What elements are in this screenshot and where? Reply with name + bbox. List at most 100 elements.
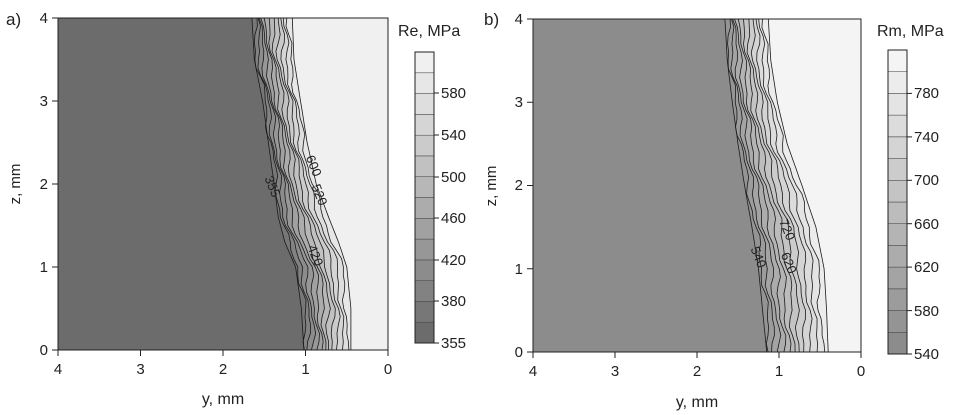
colorbar-swatch xyxy=(887,136,908,159)
colorbar-swatch xyxy=(414,238,435,261)
contour-line xyxy=(251,17,305,351)
contour-band xyxy=(533,19,767,352)
y-tick-label: 4 xyxy=(40,10,48,27)
colorbar-swatch xyxy=(887,201,908,224)
x-tick-label: 4 xyxy=(54,361,62,378)
colorbar-swatch xyxy=(887,288,908,311)
contour-band xyxy=(58,18,304,350)
y-axis: 0 1 2 3 4 z, mm xyxy=(7,10,58,359)
colorbar-tick-label: 620 xyxy=(914,259,939,276)
x-tick-label: 0 xyxy=(384,361,392,378)
colorbar-ticks: 540 580 620 660 700 740 780 xyxy=(907,85,939,363)
contour-line xyxy=(268,17,327,351)
colorbar-swatch xyxy=(887,114,908,138)
panel-label: b) xyxy=(484,10,499,29)
colorbar-tick-label: 500 xyxy=(441,169,466,186)
colorbar-swatch xyxy=(414,259,435,281)
y-tick-label: 3 xyxy=(515,94,523,111)
colorbar-swatch xyxy=(887,223,908,246)
x-tick-label: 1 xyxy=(775,363,783,380)
y-tick-label: 2 xyxy=(40,176,48,193)
contour-line xyxy=(260,17,320,351)
y-tick-label: 0 xyxy=(515,344,523,361)
contour-line xyxy=(727,18,770,353)
y-axis-label: z, mm xyxy=(483,166,500,207)
colorbar-swatches xyxy=(414,51,435,344)
colorbar-tick-label: 380 xyxy=(441,293,466,310)
colorbar-tick-label: 420 xyxy=(441,252,466,269)
colorbar-swatches xyxy=(887,49,908,355)
contour-line xyxy=(263,17,324,351)
contour-line xyxy=(724,18,768,353)
colorbar-swatch xyxy=(414,93,435,115)
colorbar-swatch xyxy=(887,266,908,290)
x-tick-label: 0 xyxy=(857,363,865,380)
y-tick-label: 3 xyxy=(40,93,48,110)
colorbar-swatch xyxy=(414,197,435,219)
contour-line xyxy=(737,18,792,353)
contour-line xyxy=(750,18,807,353)
panel-label: a) xyxy=(6,10,21,29)
contour-line xyxy=(291,17,352,350)
colorbar-swatch xyxy=(887,245,908,268)
contour-line xyxy=(755,18,813,353)
colorbar-swatch xyxy=(414,134,435,157)
y-tick-label: 4 xyxy=(515,11,523,28)
contour-line xyxy=(258,17,317,351)
colorbar-swatch xyxy=(887,180,908,203)
x-axis: 4 3 2 1 0 y, mm xyxy=(529,352,865,411)
colorbar-swatch xyxy=(887,93,908,116)
y-tick-label: 2 xyxy=(515,177,523,194)
contour-line xyxy=(734,18,787,353)
contour-line xyxy=(280,17,341,351)
contour-line xyxy=(767,18,829,353)
colorbar: Rm, MPa 540 580 620 660 700 740 780 xyxy=(877,23,944,363)
colorbar-swatch xyxy=(414,218,435,240)
contour-line xyxy=(253,17,307,351)
colorbar-ticks: 355 380 420 460 500 540 580 xyxy=(434,85,466,352)
x-tick-label: 4 xyxy=(529,363,537,380)
colorbar-swatch xyxy=(414,72,435,94)
contour-line xyxy=(746,18,800,353)
colorbar-tick-label: 580 xyxy=(441,85,466,102)
colorbar-tick-label: 355 xyxy=(441,335,466,352)
colorbar-tick-label: 580 xyxy=(914,303,939,320)
colorbar-swatch xyxy=(414,280,435,302)
y-axis-label: z, mm xyxy=(7,164,24,205)
x-tick-label: 3 xyxy=(136,361,144,378)
y-tick-label: 1 xyxy=(515,261,523,278)
colorbar-tick-label: 740 xyxy=(914,129,939,146)
contour-line xyxy=(275,17,336,351)
colorbar-swatch xyxy=(887,310,908,333)
colorbar-swatch xyxy=(414,176,435,198)
colorbar-swatch xyxy=(414,51,435,74)
colorbar-swatch xyxy=(887,71,908,94)
colorbar-tick-label: 540 xyxy=(441,127,466,144)
contour-line xyxy=(743,18,796,353)
x-tick-label: 2 xyxy=(219,361,227,378)
colorbar-tick-label: 660 xyxy=(914,216,939,233)
colorbar-swatch xyxy=(414,114,435,136)
colorbar-swatch xyxy=(414,155,435,177)
colorbar-tick-label: 780 xyxy=(914,85,939,102)
colorbar-frame xyxy=(414,51,435,344)
y-tick-label: 0 xyxy=(40,342,48,359)
colorbar-tick-label: 540 xyxy=(914,346,939,363)
colorbar-title: Re, MPa xyxy=(398,23,460,40)
y-tick-label: 1 xyxy=(40,259,48,276)
colorbar-swatch xyxy=(887,49,908,72)
contour-line xyxy=(761,18,826,353)
x-tick-label: 2 xyxy=(693,363,701,380)
x-axis-label: y, mm xyxy=(202,391,244,408)
colorbar-swatch xyxy=(414,301,435,323)
colorbar-tick-label: 460 xyxy=(441,210,466,227)
contour-line xyxy=(758,18,819,353)
colorbar-swatch xyxy=(887,158,908,181)
contour-line xyxy=(732,18,782,353)
colorbar-swatch xyxy=(887,332,908,355)
